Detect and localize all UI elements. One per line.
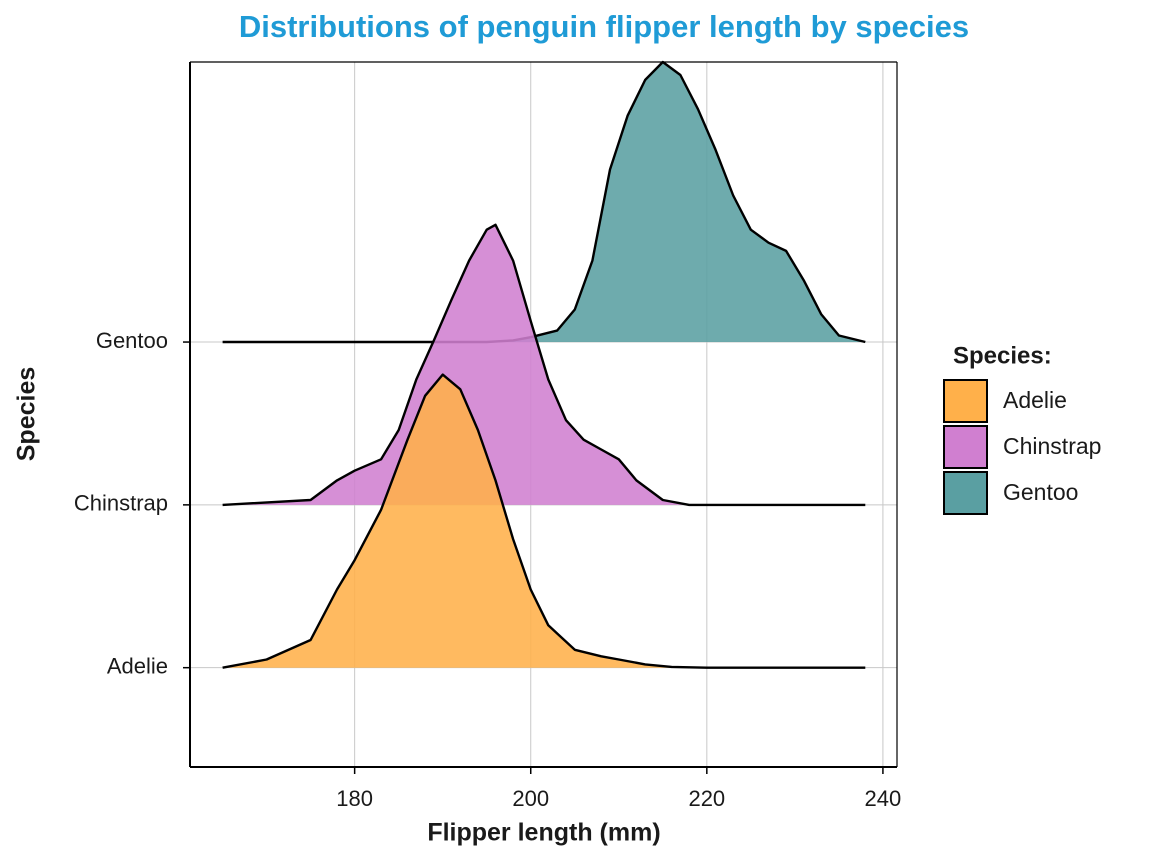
marks <box>222 60 866 669</box>
x-tick-label: 200 <box>512 786 549 811</box>
density-line <box>222 373 866 669</box>
y-axis-label: Species <box>13 367 41 462</box>
x-axis-label: Flipper length (mm) <box>427 819 660 847</box>
legend-key <box>943 425 988 469</box>
y-tick-label: Gentoo <box>96 328 168 353</box>
y-tick-label: Chinstrap <box>74 491 168 516</box>
density-area <box>222 62 866 342</box>
x-tick-label: 220 <box>688 786 725 811</box>
legend-label: Chinstrap <box>1003 433 1101 459</box>
axes: 180 200 220 240 Adelie Chinstrap Gentoo <box>74 61 902 811</box>
x-tick-label: 180 <box>336 786 373 811</box>
density-line <box>222 60 866 344</box>
legend: Adelie Chinstrap Gentoo <box>943 379 1101 515</box>
chart-title: Distributions of penguin flipper length … <box>239 9 969 44</box>
density-area <box>222 224 866 505</box>
legend-title: Species: <box>953 342 1052 369</box>
y-tick-label: Adelie <box>107 653 168 678</box>
x-tick-label: 240 <box>865 786 902 811</box>
density-area <box>222 374 866 668</box>
legend-label: Adelie <box>1003 387 1067 413</box>
legend-key <box>943 471 988 515</box>
legend-label: Gentoo <box>1003 479 1078 505</box>
legend-key <box>943 379 988 423</box>
density-line <box>222 223 866 507</box>
